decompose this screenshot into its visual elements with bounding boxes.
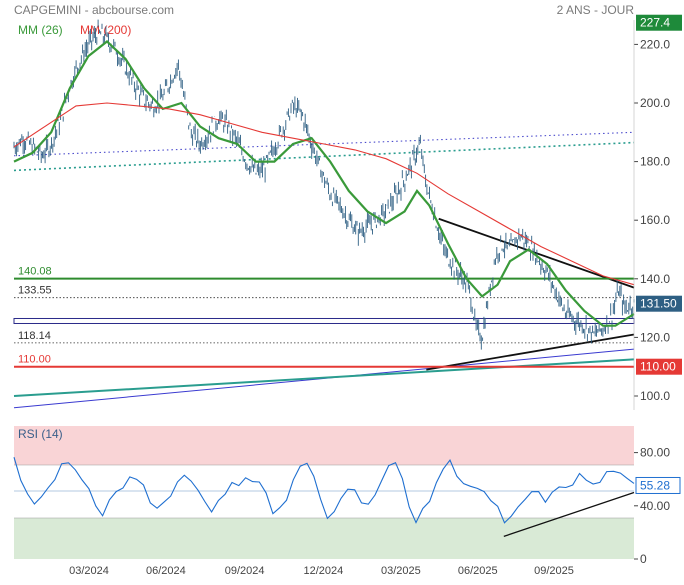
ma26-line xyxy=(13,40,635,327)
x-tick-label: 06/2024 xyxy=(146,565,186,577)
rsi-oversold-zone xyxy=(14,518,634,559)
triangle-upper-line xyxy=(438,217,635,289)
price-bars xyxy=(13,19,635,350)
y-tick-label: 180.0 xyxy=(640,155,670,169)
y-axis: 100.0 120.0 140.0 160.0 180.0 200.0 220.0 xyxy=(633,20,670,410)
period-label: 2 ANS - JOUR xyxy=(557,3,635,17)
rsi-overbought-zone xyxy=(14,426,634,465)
level-band-2 xyxy=(13,317,635,324)
ma200-line xyxy=(13,102,635,286)
triangle-lower-line xyxy=(426,333,635,371)
rsi-line xyxy=(13,457,635,524)
y-tick-label: 200.0 xyxy=(640,96,670,110)
level-label-3: 118.14 xyxy=(18,330,51,342)
level-label-1: 133.55 xyxy=(18,285,52,297)
high-badge xyxy=(636,14,682,31)
trendlines-layer xyxy=(13,131,635,409)
rsi-last-badge xyxy=(635,476,681,494)
level-label-0: 140.08 xyxy=(18,266,52,278)
support-badge xyxy=(636,358,682,375)
x-tick-label: 06/2025 xyxy=(458,565,498,577)
y-tick-label: 120.0 xyxy=(640,330,670,344)
x-tick-label: 12/2024 xyxy=(303,565,343,577)
trendline-teal-long xyxy=(13,358,635,397)
rsi-tick-label: 0 xyxy=(640,552,647,566)
y-tick-label: 100.0 xyxy=(640,389,670,403)
x-tick-label: 09/2025 xyxy=(534,565,574,577)
rsi-trendline xyxy=(503,491,635,538)
legend-ma-short: MM (26) xyxy=(18,23,63,37)
support-value: 110.00 xyxy=(640,360,676,374)
x-tick-label: 09/2024 xyxy=(225,565,265,577)
y-tick-label: 160.0 xyxy=(640,213,670,227)
chart-title: CAPGEMINI - abcbourse.com xyxy=(14,3,174,17)
high-value: 227.4 xyxy=(640,16,670,30)
rsi-layer: 0 40.00 80.00 55.28 xyxy=(13,446,681,566)
series-layer xyxy=(13,19,635,350)
rsi-tick-label: 80.00 xyxy=(640,446,670,460)
level-label-4: 110.00 xyxy=(18,354,51,366)
x-tick-label: 03/2024 xyxy=(69,565,109,577)
trendline-dotted-teal xyxy=(13,141,635,172)
last-badge xyxy=(636,295,682,312)
y-tick-label: 140.0 xyxy=(640,272,670,286)
x-axis: 03/2024 06/2024 09/2024 12/2024 03/2025 06/20… xyxy=(69,565,574,577)
rsi-label: RSI (14) xyxy=(18,427,63,441)
price-badges: 227.4 131.50 110.00 xyxy=(636,14,682,375)
y-tick-label: 220.0 xyxy=(640,37,670,51)
last-value: 131.50 xyxy=(640,297,677,311)
rsi-last-value: 55.28 xyxy=(640,478,670,492)
rsi-tick-label: 40.00 xyxy=(640,499,670,513)
x-tick-label: 03/2025 xyxy=(381,565,421,577)
levels-layer: 140.08 133.55 118.14 110.00 xyxy=(13,266,635,368)
